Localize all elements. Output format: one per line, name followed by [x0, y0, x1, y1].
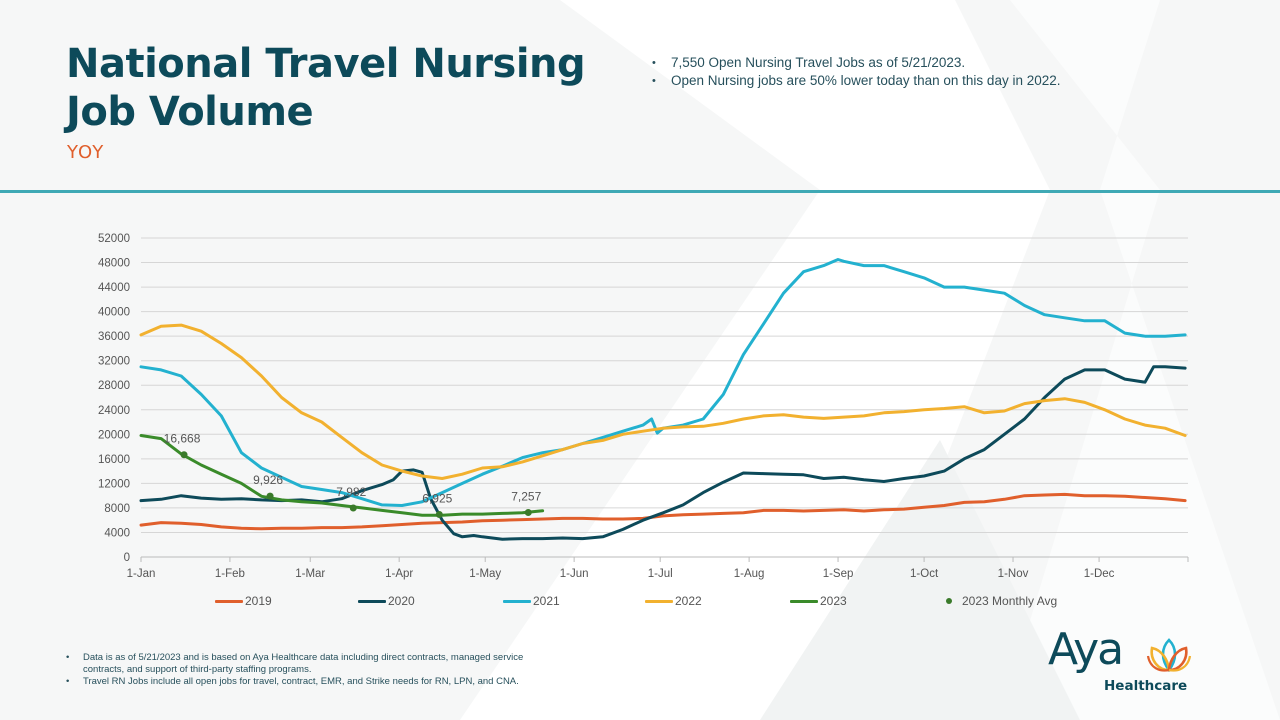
bg-white-shape-right: [1000, 0, 1280, 720]
y-tick-label: 8000: [104, 503, 130, 515]
x-tick-label: 1-Apr: [385, 568, 413, 580]
legend-item-2020: 2020: [358, 594, 415, 608]
legend-label: 2023: [820, 594, 847, 608]
title-line-1: National Travel Nursing: [66, 41, 586, 87]
x-tick-label: 1-Jan: [127, 568, 156, 580]
series-line-2023: [139, 434, 545, 517]
legend-label: 2021: [533, 594, 560, 608]
y-tick-label: 0: [124, 552, 130, 564]
y-tick-label: 36000: [98, 331, 130, 343]
legend-label: 2022: [675, 594, 702, 608]
x-tick-label: 1-Mar: [295, 568, 325, 580]
chart-legend: 2019 2020 2021 2022 2023 2023 Monthly Avg: [0, 594, 1280, 612]
aya-healthcare-logo: Aya Healthcare: [1048, 624, 1198, 702]
lotus-icon: [1146, 638, 1192, 673]
monthly-avg-label: 6,925: [422, 492, 452, 506]
monthly-avg-label: 9,926: [253, 473, 283, 487]
monthly-avg-markers: 16,668 9,926 7,982 6,925 7,257: [164, 432, 542, 519]
x-tick-label: 1-May: [469, 568, 501, 580]
series-line-2021: [139, 258, 1187, 507]
footnote-item: Data is as of 5/21/2023 and is based on …: [66, 652, 546, 676]
x-tick-label: 1-Aug: [734, 568, 765, 580]
y-tick-label: 28000: [98, 380, 130, 392]
legend-dot-icon: [946, 598, 952, 604]
series-lines: [139, 258, 1187, 541]
monthly-avg-point: [524, 508, 532, 516]
page-subtitle: YOY: [67, 142, 105, 163]
footnotes: Data is as of 5/21/2023 and is based on …: [66, 652, 546, 688]
x-axis: 1-Jan 1-Feb 1-Mar 1-Apr 1-May 1-Jun 1-Jul 1-Aug…: [127, 557, 1189, 580]
footnote-item: Travel RN Jobs include all open jobs for…: [66, 676, 546, 688]
page-title: National Travel Nursing Job Volume: [66, 40, 586, 136]
legend-item-2021: 2021: [503, 594, 560, 608]
monthly-avg-point: [266, 492, 274, 500]
monthly-avg-label: 7,257: [511, 489, 541, 503]
series-line-2022: [139, 323, 1187, 480]
legend-swatch-icon: [215, 599, 243, 603]
x-tick-label: 1-Jun: [560, 568, 589, 580]
summary-bullets: 7,550 Open Nursing Travel Jobs as of 5/2…: [652, 54, 1061, 90]
legend-swatch-icon: [790, 599, 818, 603]
grid-lines: [141, 237, 1188, 558]
monthly-avg-point: [180, 451, 188, 459]
y-tick-label: 52000: [98, 233, 130, 245]
monthly-avg-point: [349, 504, 357, 512]
legend-swatch-icon: [503, 599, 531, 603]
y-tick-label: 4000: [104, 527, 130, 539]
legend-label: 2019: [245, 594, 272, 608]
y-axis: 0 4000 8000 12000 16000 20000 24000 28000 32000 3…: [98, 233, 130, 564]
title-line-2: Job Volume: [66, 89, 314, 135]
y-tick-label: 40000: [98, 307, 130, 319]
legend-swatch-icon: [358, 599, 386, 603]
y-tick-label: 24000: [98, 405, 130, 417]
y-tick-label: 48000: [98, 258, 130, 270]
x-tick-label: 1-Feb: [215, 568, 245, 580]
y-tick-label: 44000: [98, 282, 130, 294]
legend-item-2022: 2022: [645, 594, 702, 608]
x-tick-label: 1-Dec: [1084, 568, 1115, 580]
monthly-avg-label: 7,982: [336, 485, 366, 499]
monthly-avg-point: [435, 511, 443, 519]
legend-label: 2023 Monthly Avg: [962, 594, 1058, 608]
x-tick-label: 1-Nov: [998, 568, 1029, 580]
series-line-2020: [139, 365, 1187, 541]
legend-item-2019: 2019: [215, 594, 272, 608]
logo-subtext: Healthcare: [1104, 678, 1188, 694]
legend-item-2023: 2023: [790, 594, 847, 608]
legend-label: 2020: [388, 594, 415, 608]
series-line-2019: [139, 492, 1187, 531]
y-tick-label: 20000: [98, 429, 130, 441]
x-tick-label: 1-Jul: [648, 568, 673, 580]
y-tick-label: 32000: [98, 356, 130, 368]
x-tick-label: 1-Sep: [823, 568, 854, 580]
bg-gray-triangle: [760, 440, 1080, 720]
summary-item: 7,550 Open Nursing Travel Jobs as of 5/2…: [652, 54, 1061, 72]
y-tick-label: 16000: [98, 454, 130, 466]
header-divider: [0, 190, 1280, 193]
legend-item-2023-monthly-avg: 2023 Monthly Avg: [946, 594, 1057, 608]
y-tick-label: 12000: [98, 478, 130, 490]
summary-item: Open Nursing jobs are 50% lower today th…: [652, 72, 1061, 90]
x-tick-label: 1-Oct: [910, 568, 939, 580]
legend-swatch-icon: [645, 599, 673, 603]
monthly-avg-label: 16,668: [164, 432, 201, 446]
logo-wordmark: Aya: [1048, 624, 1124, 675]
